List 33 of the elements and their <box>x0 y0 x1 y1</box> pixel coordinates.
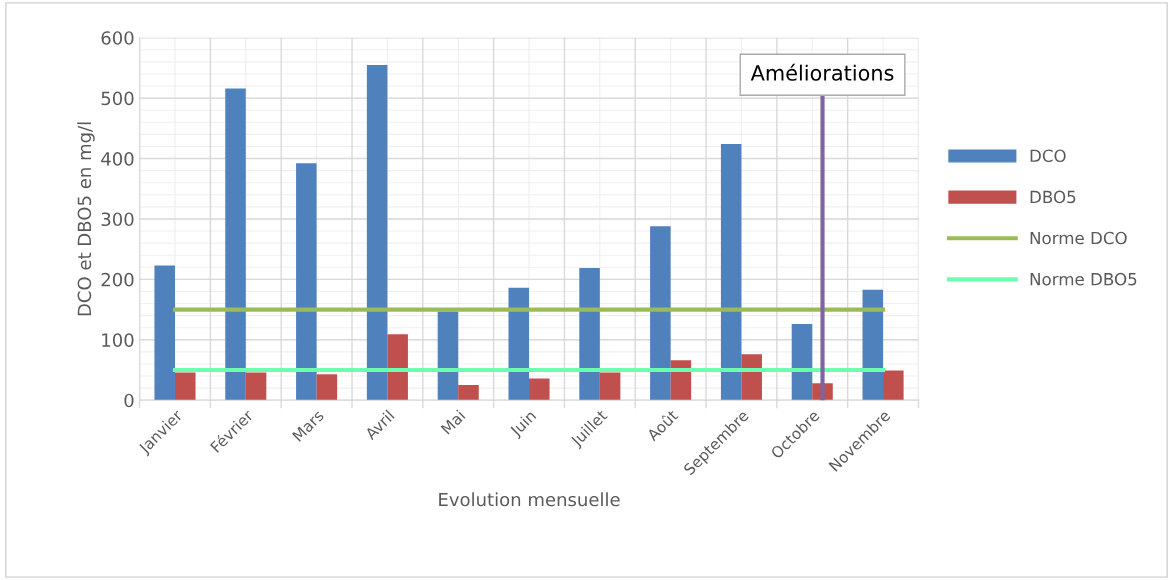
y-tick-label: 200 <box>101 272 134 287</box>
bar <box>316 374 338 401</box>
bar <box>599 372 621 401</box>
bar <box>245 372 267 401</box>
bar <box>741 354 762 401</box>
y-tick-label: 300 <box>101 212 134 227</box>
ref-line-label: Améliorations <box>750 63 894 81</box>
y-tick-label: 0 <box>124 393 134 408</box>
y-axis-title: DCO et DBO5 en mg/l <box>77 122 95 316</box>
bar <box>650 226 671 401</box>
y-tick-label: 400 <box>101 151 134 166</box>
bar <box>154 265 175 401</box>
y-tick-label: 600 <box>101 31 134 45</box>
bar <box>720 144 742 401</box>
bar <box>529 378 550 401</box>
y-tick-label: 500 <box>101 91 134 106</box>
legend-label: DBO5 <box>1030 190 1076 204</box>
bar <box>366 64 388 401</box>
legend-label: Norme DCO <box>1030 231 1127 245</box>
bar <box>296 163 317 401</box>
legend-label: DCO <box>1030 149 1066 163</box>
bar <box>174 372 196 401</box>
legend-label: Norme DBO5 <box>1030 272 1137 286</box>
bar <box>437 311 459 401</box>
bar <box>508 287 530 401</box>
bar <box>791 324 813 401</box>
bar <box>579 267 600 401</box>
bar <box>458 385 479 401</box>
y-tick-label: 100 <box>102 333 134 347</box>
x-axis-title: Evolution mensuelle <box>439 492 620 507</box>
bar <box>387 334 408 401</box>
bar <box>225 88 246 401</box>
bar <box>883 370 904 401</box>
